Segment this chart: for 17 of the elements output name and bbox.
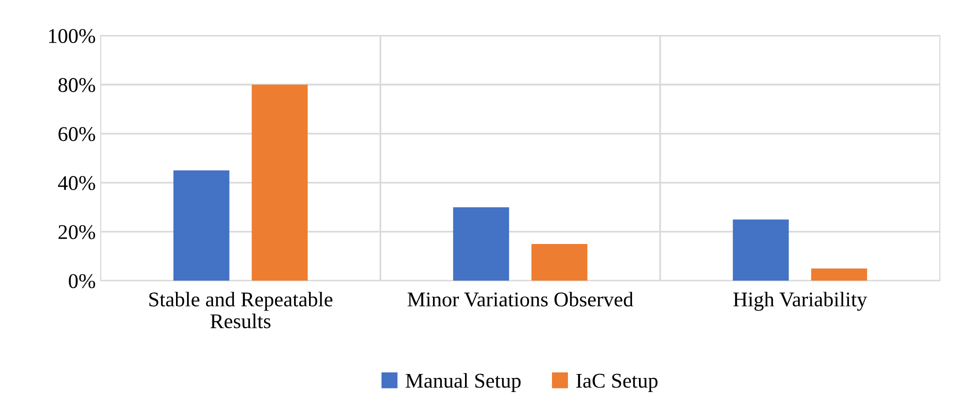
bar bbox=[732, 219, 789, 281]
y-tick-label: 80% bbox=[58, 78, 96, 92]
x-tick-label: High Variability bbox=[733, 292, 868, 311]
x-tick-label: Minor Variations Observed bbox=[408, 292, 634, 307]
x-tick-label: Stable and Repeatable Results bbox=[149, 292, 332, 328]
y-tick-label: 100% bbox=[49, 28, 96, 44]
y-tick-label: 40% bbox=[58, 176, 96, 190]
legend-label: IaC Setup bbox=[576, 374, 658, 392]
bar bbox=[173, 170, 230, 281]
bar bbox=[531, 244, 588, 281]
legend-label: Manual Setup bbox=[406, 373, 521, 392]
y-tick-label: 0% bbox=[68, 274, 96, 288]
y-tick-label: 60% bbox=[58, 127, 96, 142]
bar bbox=[453, 207, 510, 281]
bar bbox=[252, 84, 308, 281]
bar bbox=[811, 268, 868, 281]
y-tick-label: 20% bbox=[58, 225, 96, 240]
